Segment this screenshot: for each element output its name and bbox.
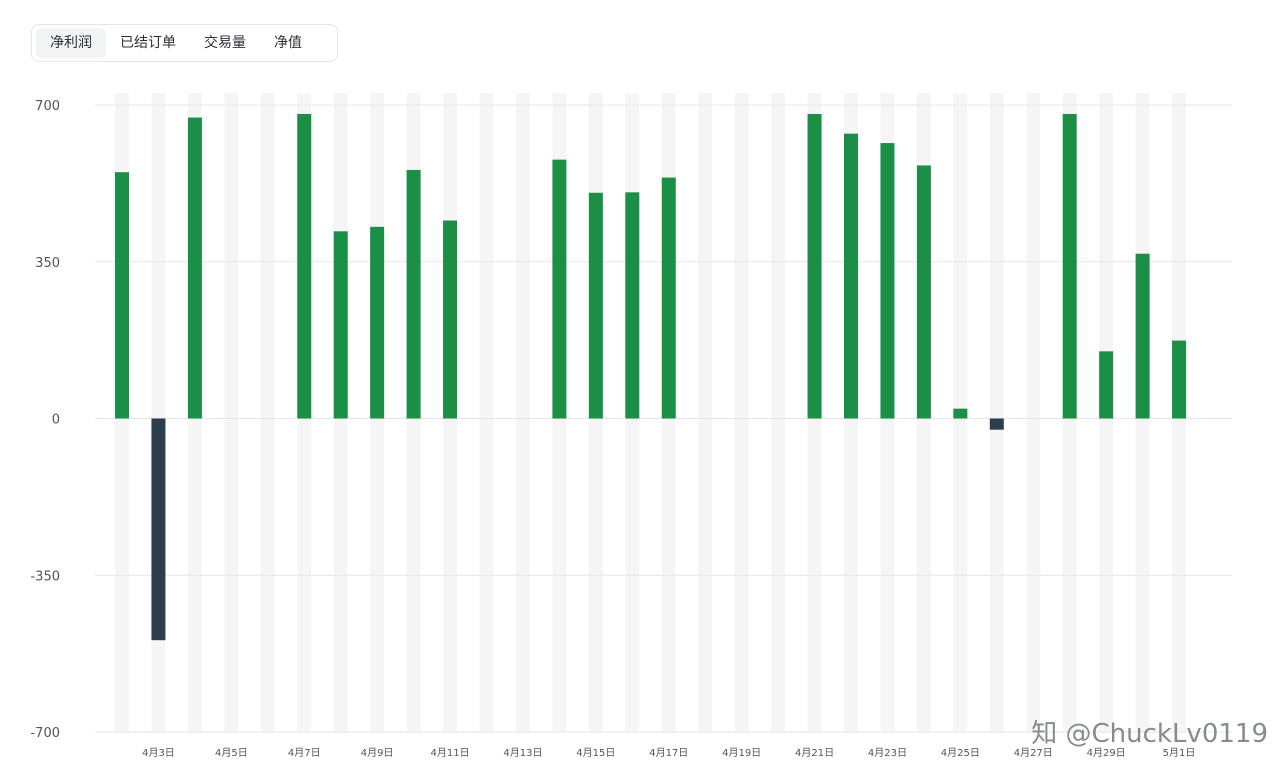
- y-tick-label: -700: [30, 726, 60, 741]
- bar: [989, 418, 1004, 430]
- bar: [1172, 340, 1187, 419]
- x-tick-label: 4月29日: [1087, 747, 1126, 759]
- x-tick-label: 4月21日: [795, 747, 834, 759]
- bar: [115, 172, 129, 419]
- bar: [297, 113, 312, 419]
- bar: [370, 226, 385, 419]
- bar: [807, 113, 822, 419]
- bar: [1099, 351, 1114, 419]
- tab-closed-orders[interactable]: 已结订单: [120, 35, 176, 51]
- bar: [406, 169, 421, 419]
- x-tick-label: 4月5日: [215, 747, 248, 759]
- tab-net-value[interactable]: 净值: [274, 35, 302, 51]
- tab-net-profit[interactable]: 净利润: [36, 28, 106, 58]
- y-tick-label: 350: [35, 256, 60, 271]
- x-tick-label: 4月27日: [1014, 747, 1053, 759]
- bar: [880, 143, 895, 419]
- category-band: [771, 93, 786, 732]
- category-band: [698, 93, 713, 732]
- bar: [916, 165, 931, 419]
- bar: [443, 220, 458, 419]
- bar: [151, 418, 166, 641]
- y-tick-label: 0: [52, 413, 60, 428]
- bar: [844, 133, 858, 419]
- x-tick-label: 4月17日: [649, 747, 688, 759]
- x-tick-label: 4月25日: [941, 747, 980, 759]
- bar: [661, 177, 676, 419]
- x-tick-label: 4月3日: [142, 747, 175, 759]
- category-band: [260, 93, 275, 732]
- category-band: [734, 93, 749, 732]
- y-tick-label: 700: [35, 99, 60, 114]
- x-tick-label: 4月23日: [868, 747, 907, 759]
- x-tick-label: 4月13日: [503, 747, 542, 759]
- bar: [187, 117, 202, 419]
- y-tick-label: -350: [30, 569, 60, 584]
- bar: [953, 408, 968, 419]
- x-tick-label: 4月19日: [722, 747, 761, 759]
- bar: [588, 192, 603, 419]
- x-tick-label: 5月1日: [1163, 747, 1196, 759]
- category-band: [515, 93, 530, 732]
- category-band: [1026, 93, 1041, 732]
- metric-tabs: 净利润 已结订单 交易量 净值: [31, 24, 338, 62]
- bar: [1135, 253, 1150, 419]
- bar: [552, 159, 567, 419]
- x-tick-label: 4月7日: [288, 747, 321, 759]
- x-tick-label: 4月9日: [361, 747, 394, 759]
- category-band: [224, 93, 239, 732]
- x-tick-label: 4月11日: [431, 747, 470, 759]
- net-profit-bar-chart: 700 350 0 -350 -700 4月3日 4月5日 4月7日 4月9日 4月11日 4月13…: [30, 93, 1232, 759]
- bar: [1062, 113, 1077, 419]
- bar: [333, 231, 348, 419]
- category-band: [989, 93, 1004, 732]
- tab-trade-volume[interactable]: 交易量: [204, 35, 246, 51]
- watermark: 知 @ChuckLv0119: [1031, 719, 1268, 749]
- category-band: [479, 93, 494, 732]
- bar: [625, 192, 640, 419]
- x-tick-label: 4月15日: [576, 747, 615, 759]
